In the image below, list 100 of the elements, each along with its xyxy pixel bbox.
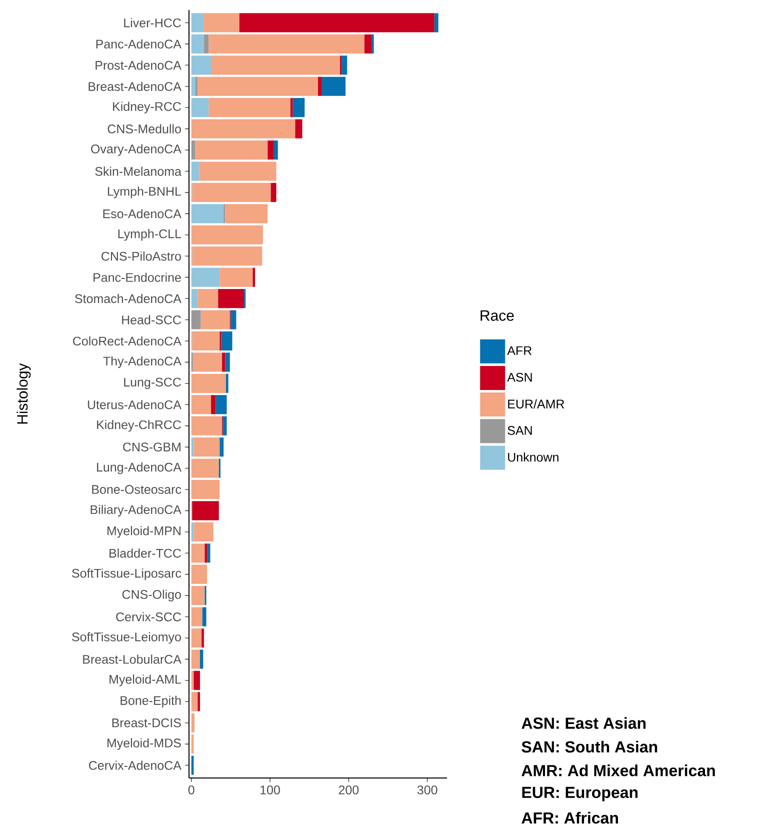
- y-tick-label: Myeloid-MDS: [107, 738, 181, 750]
- legend-label: SAN: [508, 426, 532, 435]
- legend-label: ASN: [507, 372, 532, 382]
- y-tick-label: Breast-AdenoCA: [88, 82, 182, 91]
- y-tick-label: Lung-AdenoCA: [97, 462, 182, 474]
- bar: [290, 98, 293, 118]
- y-tick-label: Stomach-AdenoCA: [75, 294, 182, 304]
- bar: [198, 76, 318, 96]
- bar: [198, 692, 200, 712]
- bar: [221, 331, 232, 351]
- y-tick-label: Breast-LobularCA: [83, 654, 182, 664]
- text: EUR: European: [522, 786, 638, 802]
- y-tick-label: Prost-AdenoCA: [96, 60, 182, 70]
- y-tick-label: Myeloid-AML: [110, 674, 182, 686]
- bar: [208, 34, 364, 54]
- bar: [216, 395, 227, 414]
- bar: [295, 119, 302, 138]
- bar: [222, 352, 226, 372]
- bar: [192, 501, 219, 520]
- bar: [204, 544, 208, 563]
- bar: [220, 437, 224, 457]
- y-tick-label: Uterus-AdenoCA: [88, 400, 182, 410]
- bar: [195, 140, 268, 160]
- bar: [364, 34, 372, 54]
- bar: [191, 395, 212, 414]
- bar: [194, 522, 214, 542]
- bar: [225, 352, 230, 372]
- text: AFR: African: [522, 812, 618, 824]
- text: SAN: South Asian: [522, 740, 658, 753]
- bar: [191, 692, 198, 712]
- text: ASN: East Asian: [522, 717, 646, 729]
- bar: [204, 34, 209, 54]
- bar: [199, 162, 276, 181]
- bar: [191, 13, 204, 32]
- bar: [194, 437, 220, 457]
- y-tick-label: Bone-Epith: [120, 696, 181, 708]
- bar: [191, 564, 208, 584]
- bar: [322, 76, 346, 96]
- y-tick-label: Ovary-AdenoCA: [91, 144, 182, 156]
- bar: [194, 670, 200, 690]
- bar: [191, 98, 209, 118]
- y-tick-label: Kidney-RCC: [113, 102, 181, 114]
- y-tick-label: Cervix-AdenoCA: [89, 760, 182, 770]
- y-tick-label: Skin-Melanoma: [95, 166, 182, 176]
- bar: [239, 13, 434, 32]
- bar: [191, 34, 204, 54]
- y-tick-label: Liver-HCC: [124, 18, 181, 28]
- bar: [292, 98, 305, 118]
- bar: [211, 56, 340, 75]
- bar: [218, 288, 244, 308]
- y-tick-label: Panc-Endocrine: [94, 272, 181, 282]
- bar: [191, 713, 195, 732]
- bar: [202, 607, 206, 626]
- bar: [191, 162, 200, 181]
- y-tick-label: SoftTissue-Liposarc: [72, 568, 182, 580]
- bar: [230, 310, 236, 330]
- bar: [252, 268, 256, 287]
- y-tick-label: Kidney-ChRCC: [97, 420, 181, 432]
- x-tick-label: 300: [417, 786, 438, 794]
- bar: [191, 628, 202, 648]
- y-tick-label: Lung-SCC: [124, 378, 181, 390]
- bar: [274, 140, 278, 160]
- bar: [191, 374, 226, 393]
- bar: [191, 416, 222, 436]
- text: AMR: Ad Mixed American: [522, 764, 715, 776]
- y-tick-label: Cervix-SCC: [116, 612, 181, 622]
- y-tick-label: Eso-AdenoCA: [103, 209, 182, 218]
- bar: [191, 288, 198, 308]
- y-tick-label: ColoRect-AdenoCA: [73, 336, 182, 346]
- y-tick-label: Myeloid-MPN: [107, 526, 180, 538]
- bar: [318, 76, 322, 96]
- bar: [207, 544, 210, 563]
- y-tick-label: Thy-AdenoCA: [103, 356, 182, 368]
- bar: [191, 650, 200, 669]
- y-tick-label: Breast-DCIS: [112, 718, 181, 728]
- y-tick-label: Head-SCC: [122, 315, 181, 324]
- bar: [192, 352, 222, 372]
- y-tick-label: CNS-Oligo: [122, 590, 181, 602]
- bar: [208, 98, 290, 118]
- bar: [191, 607, 202, 626]
- y-tick-label: CNS-GBM: [123, 442, 180, 452]
- bar: [342, 56, 348, 75]
- y-tick-label: SoftTissue-Leiomyo: [72, 632, 181, 644]
- legend-label: Unknown: [508, 452, 558, 462]
- bar: [226, 374, 228, 393]
- bar: [191, 119, 296, 138]
- bar: [268, 140, 274, 160]
- bar: [191, 458, 219, 478]
- bar: [200, 650, 204, 669]
- y-tick-label: Lymph-BNHL: [108, 186, 182, 198]
- bar: [191, 480, 220, 500]
- bar: [191, 586, 205, 606]
- y-tick-label: Bone-Osteosarc: [92, 485, 182, 494]
- bar: [211, 395, 216, 414]
- y-tick-label: Bladder-TCC: [110, 548, 181, 558]
- bar: [225, 204, 268, 224]
- bar: [191, 76, 196, 96]
- y-tick-label: Lymph-CLL: [118, 229, 182, 241]
- bar: [222, 416, 227, 436]
- bar: [192, 182, 271, 202]
